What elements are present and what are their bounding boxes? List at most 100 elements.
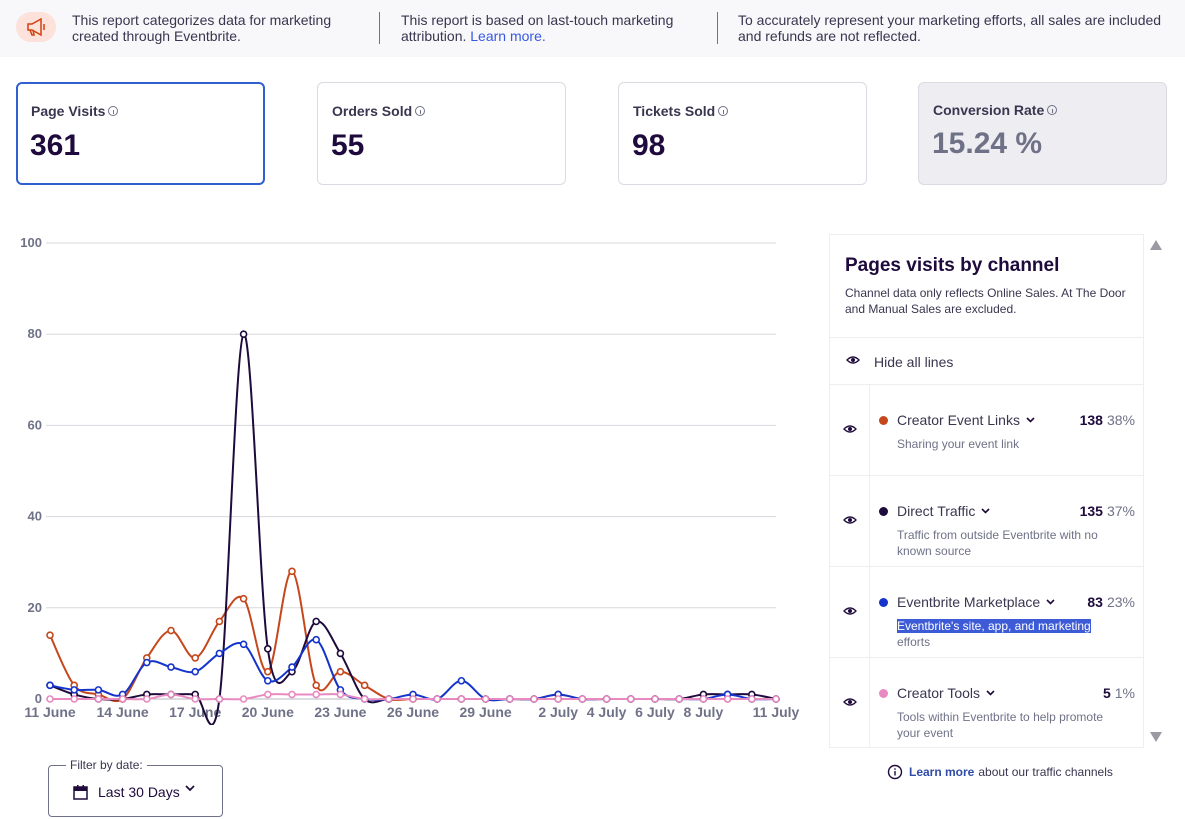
channel-color-dot [879, 689, 888, 698]
channel-count: 5 1% [1102, 685, 1135, 701]
eye-icon [843, 698, 857, 706]
channel-color-dot [879, 507, 888, 516]
x-tick-label: 17 June [169, 704, 221, 720]
channel-count: 83 23% [1087, 594, 1135, 610]
metric-label: Orders Sold [332, 103, 426, 119]
channel-description: Tools within Eventbrite to help promote … [897, 710, 1104, 740]
data-point [215, 695, 224, 703]
metric-card-page-visits[interactable]: Page Visits 361 [16, 82, 265, 185]
data-point [336, 649, 345, 658]
channel-color-dot [879, 598, 888, 607]
data-point [239, 640, 248, 649]
data-point [433, 695, 442, 703]
y-tick-label: 20 [28, 600, 42, 615]
x-tick-label: 6 July [635, 704, 675, 720]
banner-attribution-text: This report is based on last-touch marke… [401, 12, 674, 44]
learn-more-traffic: Learn more about our traffic channels [887, 764, 1113, 780]
filter-legend: Filter by date: [66, 758, 147, 772]
data-point [191, 695, 199, 703]
metric-value: 15.24 % [932, 127, 1043, 160]
data-point [46, 695, 54, 703]
channel-row-creator-tools: Creator Tools 5 1% Tools within Eventbrit… [830, 658, 1143, 747]
channel-count: 135 37% [1079, 503, 1135, 519]
channel-panel: Pages visits by channel Channel data onl… [829, 234, 1144, 748]
scroll-down-arrow-icon[interactable] [1149, 731, 1163, 743]
data-point [263, 667, 272, 676]
metric-label: Conversion Rate [933, 102, 1058, 118]
data-point [336, 667, 345, 676]
x-tick-label: 2 July [538, 704, 578, 720]
metric-card-conversion-rate[interactable]: Conversion Rate 15.24 % [918, 82, 1167, 185]
metric-label: Page Visits [31, 103, 119, 119]
eye-icon [843, 425, 857, 433]
x-tick-label: 23 June [314, 704, 366, 720]
learn-more-traffic-link[interactable]: Learn more [909, 765, 975, 779]
data-point [360, 695, 369, 703]
page-visits-line-chart: 0 20 40 60 80 100 11 June 14 June 17 June 20 June… [20, 235, 800, 725]
info-icon[interactable] [1047, 105, 1058, 115]
x-tick-label: 11 June [24, 704, 76, 720]
data-point [263, 690, 272, 699]
data-point [118, 695, 127, 703]
date-filter-select[interactable]: Filter by date: Last 30 Days [48, 758, 223, 817]
eye-icon [846, 356, 860, 364]
chevron-down-icon [185, 785, 195, 792]
series-line [49, 570, 776, 703]
channel-description: Sharing your event link [897, 437, 1020, 451]
metric-value: 98 [632, 129, 666, 162]
chevron-down-icon [981, 508, 990, 514]
info-icon[interactable] [718, 106, 729, 116]
data-point [288, 663, 296, 671]
data-point [457, 676, 466, 685]
data-point [312, 617, 321, 626]
data-point [167, 663, 175, 671]
learn-more-link[interactable]: Learn more. [470, 28, 546, 44]
data-point [191, 667, 199, 676]
data-point [46, 681, 54, 690]
channel-row-creator-event-links: Creator Event Links 138 38% Sharing your … [830, 385, 1143, 476]
data-point [457, 695, 466, 703]
data-point [239, 695, 248, 703]
info-banner: This report categorizes data for marketi… [0, 0, 1185, 57]
hide-all-lines-toggle[interactable]: Hide all lines [830, 337, 1143, 385]
chevron-down-icon [986, 690, 995, 696]
eye-icon [843, 607, 857, 615]
channel-dropdown[interactable]: Creator Event Links [897, 412, 1035, 428]
metric-card-orders-sold[interactable]: Orders Sold 55 [317, 82, 566, 185]
chevron-down-icon [1026, 417, 1035, 423]
data-point [336, 690, 345, 699]
megaphone-icon [16, 12, 56, 42]
data-point [578, 695, 587, 703]
hide-all-lines-label: Hide all lines [874, 354, 954, 370]
channel-dropdown[interactable]: Direct Traffic [897, 503, 990, 519]
toggle-line-visibility[interactable] [830, 385, 870, 476]
channel-count: 138 38% [1079, 412, 1135, 428]
data-point [70, 686, 78, 694]
channel-dropdown[interactable]: Creator Tools [897, 685, 995, 701]
y-tick-label: 100 [20, 235, 42, 250]
toggle-line-visibility[interactable] [830, 567, 870, 658]
channel-color-dot [879, 416, 888, 425]
data-point [263, 645, 272, 653]
x-tick-label: 29 June [460, 704, 512, 720]
data-point [505, 695, 514, 703]
banner-divider [379, 12, 380, 44]
data-point [94, 686, 103, 694]
data-point [481, 695, 490, 703]
info-icon[interactable] [415, 106, 426, 116]
data-point [94, 695, 103, 703]
channel-description-extra: efforts [897, 635, 931, 649]
y-tick-label: 80 [28, 326, 42, 341]
filter-value: Last 30 Days [98, 784, 180, 800]
toggle-line-visibility[interactable] [830, 658, 870, 747]
data-point [263, 676, 272, 685]
info-icon[interactable] [108, 106, 119, 116]
scroll-up-arrow-icon[interactable] [1149, 239, 1163, 251]
channel-description: Traffic from outside Eventbrite with no … [897, 528, 1098, 558]
metric-value: 55 [331, 129, 365, 162]
metric-card-tickets-sold[interactable]: Tickets Sold 98 [618, 82, 867, 185]
toggle-line-visibility[interactable] [830, 476, 870, 567]
data-point [288, 567, 296, 576]
channel-dropdown[interactable]: Eventbrite Marketplace [897, 594, 1055, 610]
data-point [312, 635, 321, 644]
